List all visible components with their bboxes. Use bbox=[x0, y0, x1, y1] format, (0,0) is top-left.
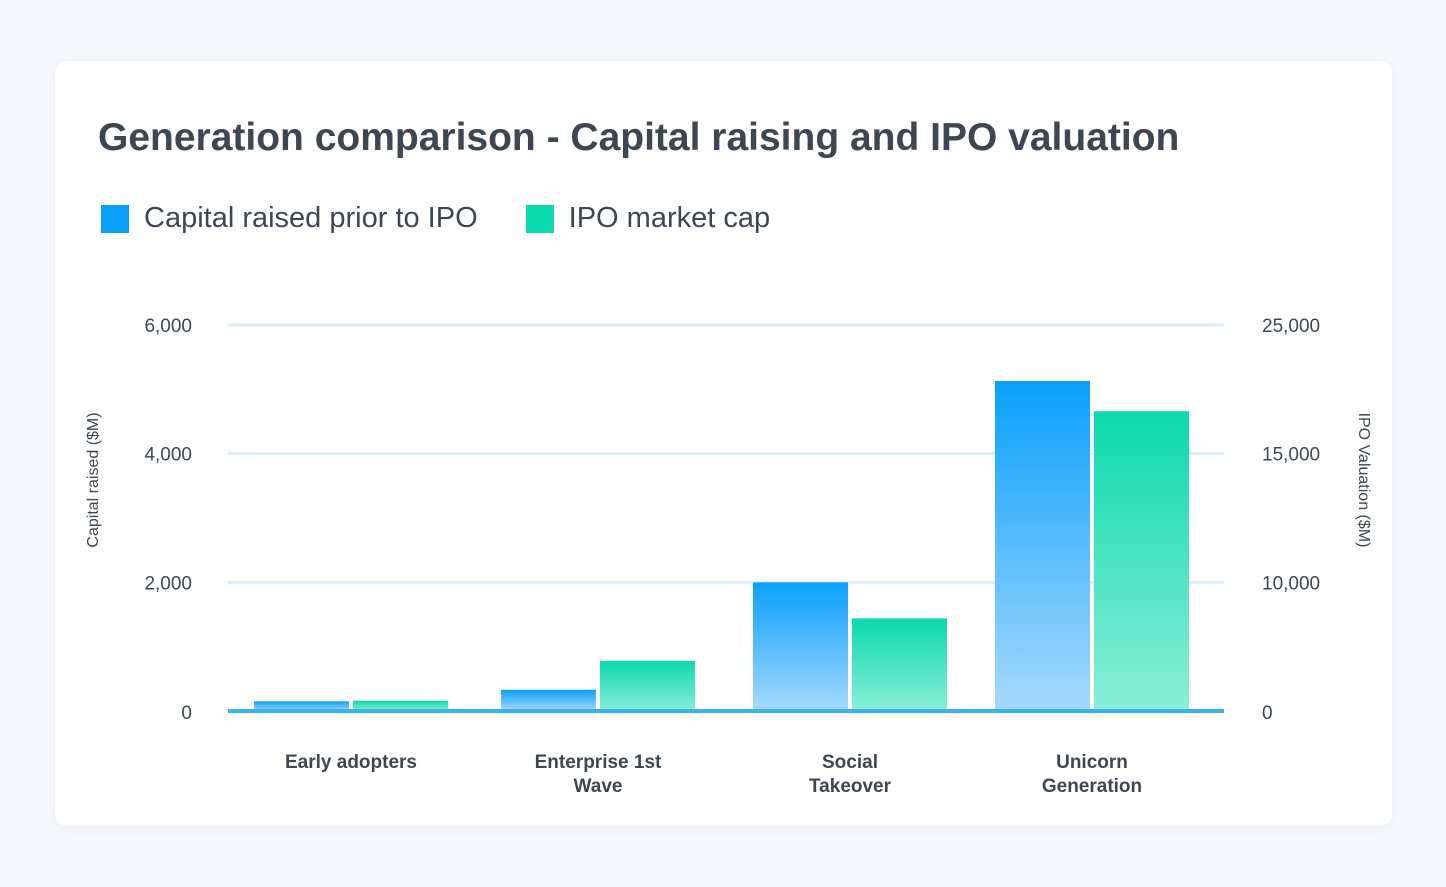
y-left-axis-title: Capital raised ($M) bbox=[85, 412, 102, 547]
legend-swatch-capital bbox=[101, 204, 129, 233]
bar-ipo-market-cap bbox=[600, 660, 695, 711]
x-category-label: Wave bbox=[574, 776, 623, 797]
legend-label-capital: Capital raised prior to IPO bbox=[144, 202, 478, 234]
bar-ipo-market-cap bbox=[1094, 411, 1189, 711]
bar-capital-raised bbox=[995, 380, 1090, 711]
bar-capital-raised bbox=[501, 689, 596, 711]
x-category-label: Unicorn bbox=[1056, 752, 1128, 773]
legend-swatch-ipo bbox=[525, 204, 554, 233]
x-category-label: Enterprise 1st bbox=[535, 752, 662, 773]
chart-title: Generation comparison - Capital raising … bbox=[98, 116, 1180, 159]
legend-item-capital: Capital raised prior to IPO bbox=[101, 202, 478, 235]
y-left-tick-label: 6,000 bbox=[144, 316, 192, 337]
y-left-tick-label: 0 bbox=[181, 703, 192, 724]
bar-capital-raised bbox=[753, 582, 848, 711]
bar-ipo-market-cap bbox=[852, 618, 947, 711]
y-right-tick-label: 25,000 bbox=[1262, 316, 1320, 337]
y-right-tick-label: 0 bbox=[1262, 703, 1273, 724]
y-left-tick-label: 4,000 bbox=[144, 445, 192, 466]
x-category-label: Social bbox=[822, 752, 878, 773]
y-right-axis-title: IPO Valuation ($M) bbox=[1355, 413, 1372, 548]
x-category-label: Generation bbox=[1042, 776, 1142, 797]
x-category-label: Early adopters bbox=[285, 752, 417, 773]
legend: Capital raised prior to IPO IPO market c… bbox=[101, 202, 818, 235]
y-right-tick-label: 15,000 bbox=[1262, 445, 1320, 466]
bar-ipo-market-cap bbox=[353, 700, 448, 711]
y-left-tick-label: 2,000 bbox=[144, 573, 192, 594]
bar-capital-raised bbox=[254, 701, 349, 711]
x-category-label: Takeover bbox=[809, 776, 892, 797]
y-right-tick-label: 10,000 bbox=[1262, 573, 1320, 594]
legend-label-ipo: IPO market cap bbox=[568, 202, 771, 234]
legend-item-ipo: IPO market cap bbox=[525, 202, 771, 235]
